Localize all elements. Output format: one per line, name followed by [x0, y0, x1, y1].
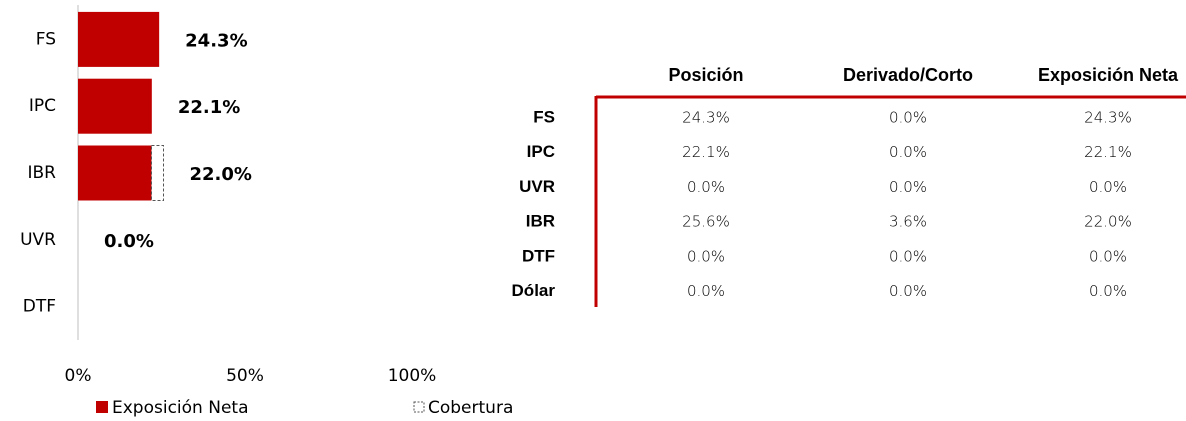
cell: 0.0% — [889, 282, 927, 300]
cell: 22.0% — [1084, 213, 1132, 231]
y-tick-label: FS — [36, 29, 56, 49]
row-label: DTF — [522, 246, 555, 265]
x-tick-label: 0% — [65, 366, 92, 386]
y-tick-label: IPC — [29, 96, 56, 116]
cell: 25.6% — [682, 213, 730, 231]
row-label: FS — [533, 107, 555, 126]
row-label: IBR — [526, 212, 555, 231]
legend-label: Exposición Neta — [112, 398, 248, 418]
cell: 0.0% — [889, 247, 927, 265]
cell: 22.1% — [682, 143, 730, 161]
legend-swatch — [96, 401, 108, 413]
cell: 24.3% — [1084, 109, 1132, 127]
cell: 0.0% — [1089, 247, 1127, 265]
legend-label: Cobertura — [428, 398, 513, 418]
column-header: Posición — [668, 65, 743, 85]
column-header: Derivado/Corto — [843, 65, 973, 85]
data-label: 0.0% — [104, 231, 154, 252]
data-label: 22.0% — [190, 164, 252, 185]
x-tick-label: 50% — [226, 366, 264, 386]
row-label: Dólar — [512, 281, 556, 300]
row-label: IPC — [527, 142, 555, 161]
cell: 22.1% — [1084, 143, 1132, 161]
y-tick-label: DTF — [23, 297, 56, 317]
cell: 0.0% — [889, 109, 927, 127]
cell: 0.0% — [889, 178, 927, 196]
cell: 24.3% — [682, 109, 730, 127]
cell: 0.0% — [687, 282, 725, 300]
cell: 3.6% — [889, 213, 927, 231]
x-tick-label: 100% — [388, 366, 437, 386]
cell: 0.0% — [1089, 282, 1127, 300]
bar — [78, 78, 152, 134]
cell: 0.0% — [687, 247, 725, 265]
cell: 0.0% — [687, 178, 725, 196]
column-header: Exposición Neta — [1038, 65, 1179, 85]
bar — [78, 11, 160, 67]
cover-bar — [150, 145, 165, 201]
bar — [78, 145, 152, 201]
data-label: 24.3% — [185, 30, 247, 51]
legend-swatch — [413, 401, 425, 413]
data-label: 22.1% — [178, 97, 240, 118]
cell: 0.0% — [1089, 178, 1127, 196]
y-tick-label: IBR — [28, 163, 57, 183]
row-label: UVR — [519, 177, 555, 196]
y-tick-label: UVR — [20, 230, 56, 250]
cell: 0.0% — [889, 143, 927, 161]
